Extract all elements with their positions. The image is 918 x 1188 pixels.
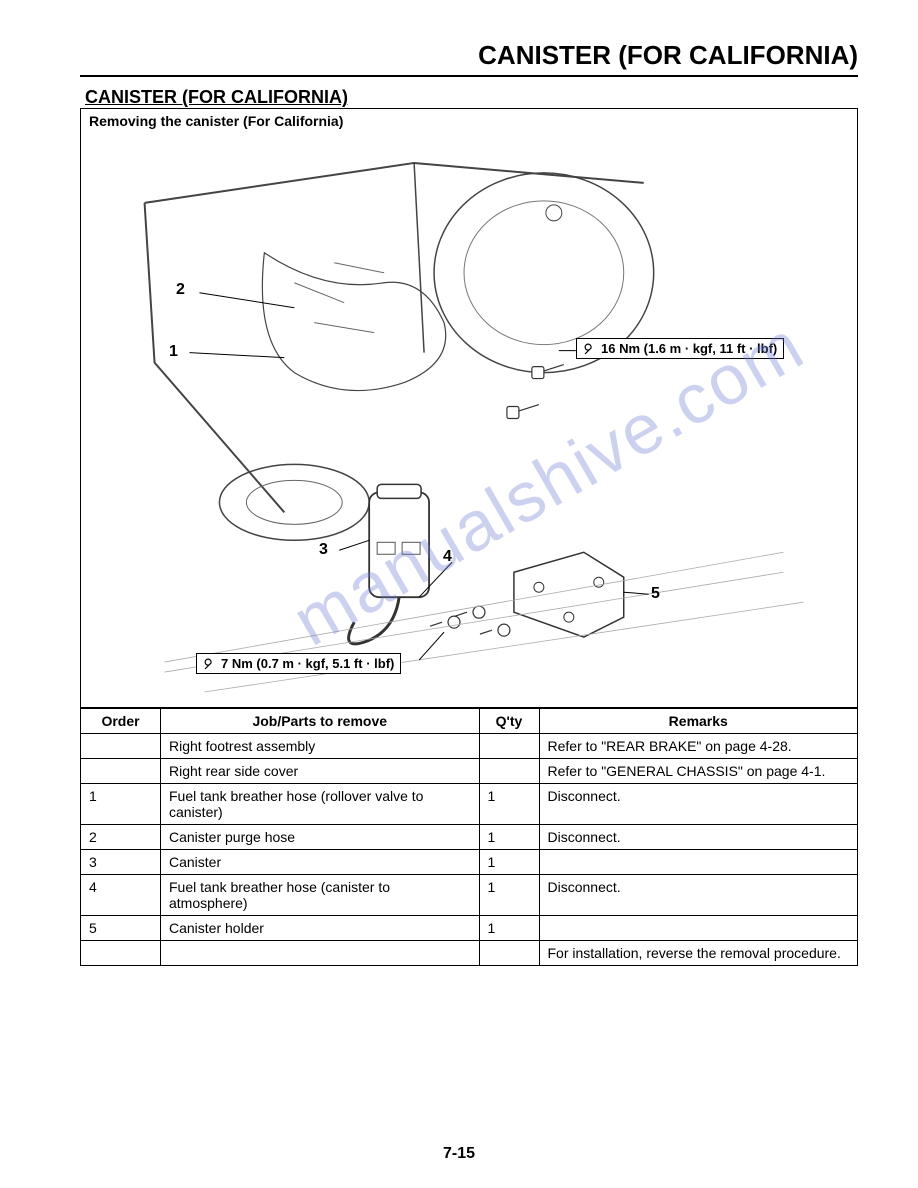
th-remarks: Remarks xyxy=(539,709,858,734)
cell-remarks: For installation, reverse the removal pr… xyxy=(539,941,858,966)
table-row: 4 Fuel tank breather hose (canister to a… xyxy=(81,875,858,916)
parts-table: Order Job/Parts to remove Q'ty Remarks R… xyxy=(80,708,858,966)
page-number: 7-15 xyxy=(0,1145,918,1163)
cell-remarks: Refer to "REAR BRAKE" on page 4-28. xyxy=(539,734,858,759)
engine-diagram-svg xyxy=(81,133,857,707)
manual-page: CANISTER (FOR CALIFORNIA) CANISTER (FOR … xyxy=(0,0,918,1188)
cell-order: 5 xyxy=(81,916,161,941)
table-row: Right rear side cover Refer to "GENERAL … xyxy=(81,759,858,784)
cell-qty xyxy=(479,734,539,759)
th-job: Job/Parts to remove xyxy=(161,709,480,734)
table-row: Right footrest assembly Refer to "REAR B… xyxy=(81,734,858,759)
th-qty: Q'ty xyxy=(479,709,539,734)
cell-order xyxy=(81,941,161,966)
cell-order: 2 xyxy=(81,825,161,850)
torque-upper-text: 16 Nm (1.6 m · kgf, 11 ft · lbf) xyxy=(601,341,777,356)
cell-qty xyxy=(479,941,539,966)
cell-qty: 1 xyxy=(479,916,539,941)
cell-order xyxy=(81,734,161,759)
cell-order: 1 xyxy=(81,784,161,825)
cell-job: Canister xyxy=(161,850,480,875)
table-row: 2 Canister purge hose 1 Disconnect. xyxy=(81,825,858,850)
cell-remarks xyxy=(539,850,858,875)
wrench-icon xyxy=(203,657,217,671)
torque-lower-text: 7 Nm (0.7 m · kgf, 5.1 ft · lbf) xyxy=(221,656,394,671)
torque-spec-lower: 7 Nm (0.7 m · kgf, 5.1 ft · lbf) xyxy=(196,653,401,674)
cell-qty: 1 xyxy=(479,784,539,825)
cell-qty: 1 xyxy=(479,875,539,916)
callout-1: 1 xyxy=(169,343,178,361)
callout-5: 5 xyxy=(651,585,660,603)
wrench-icon xyxy=(583,342,597,356)
callout-2: 2 xyxy=(176,281,185,299)
cell-job: Canister purge hose xyxy=(161,825,480,850)
page-header-title: CANISTER (FOR CALIFORNIA) xyxy=(80,40,858,77)
diagram-area: 2 1 3 4 5 16 Nm (1.6 m · kgf, 11 ft · lb… xyxy=(81,133,857,707)
cell-remarks: Disconnect. xyxy=(539,825,858,850)
cell-remarks: Disconnect. xyxy=(539,875,858,916)
cell-job: Canister holder xyxy=(161,916,480,941)
cell-remarks xyxy=(539,916,858,941)
cell-qty xyxy=(479,759,539,784)
cell-job xyxy=(161,941,480,966)
cell-job: Fuel tank breather hose (canister to atm… xyxy=(161,875,480,916)
torque-spec-upper: 16 Nm (1.6 m · kgf, 11 ft · lbf) xyxy=(576,338,784,359)
cell-order: 3 xyxy=(81,850,161,875)
table-row: 5 Canister holder 1 xyxy=(81,916,858,941)
cell-job: Fuel tank breather hose (rollover valve … xyxy=(161,784,480,825)
cell-qty: 1 xyxy=(479,850,539,875)
cell-job: Right rear side cover xyxy=(161,759,480,784)
table-row: 1 Fuel tank breather hose (rollover valv… xyxy=(81,784,858,825)
section-title: CANISTER (FOR CALIFORNIA) xyxy=(85,87,858,108)
callout-3: 3 xyxy=(319,541,328,559)
callout-4: 4 xyxy=(443,548,452,566)
diagram-box: Removing the canister (For California) xyxy=(80,108,858,708)
th-order: Order xyxy=(81,709,161,734)
cell-order xyxy=(81,759,161,784)
table-row: For installation, reverse the removal pr… xyxy=(81,941,858,966)
cell-remarks: Refer to "GENERAL CHASSIS" on page 4-1. xyxy=(539,759,858,784)
table-row: 3 Canister 1 xyxy=(81,850,858,875)
diagram-caption: Removing the canister (For California) xyxy=(81,109,857,133)
cell-remarks: Disconnect. xyxy=(539,784,858,825)
table-header-row: Order Job/Parts to remove Q'ty Remarks xyxy=(81,709,858,734)
cell-qty: 1 xyxy=(479,825,539,850)
cell-job: Right footrest assembly xyxy=(161,734,480,759)
cell-order: 4 xyxy=(81,875,161,916)
